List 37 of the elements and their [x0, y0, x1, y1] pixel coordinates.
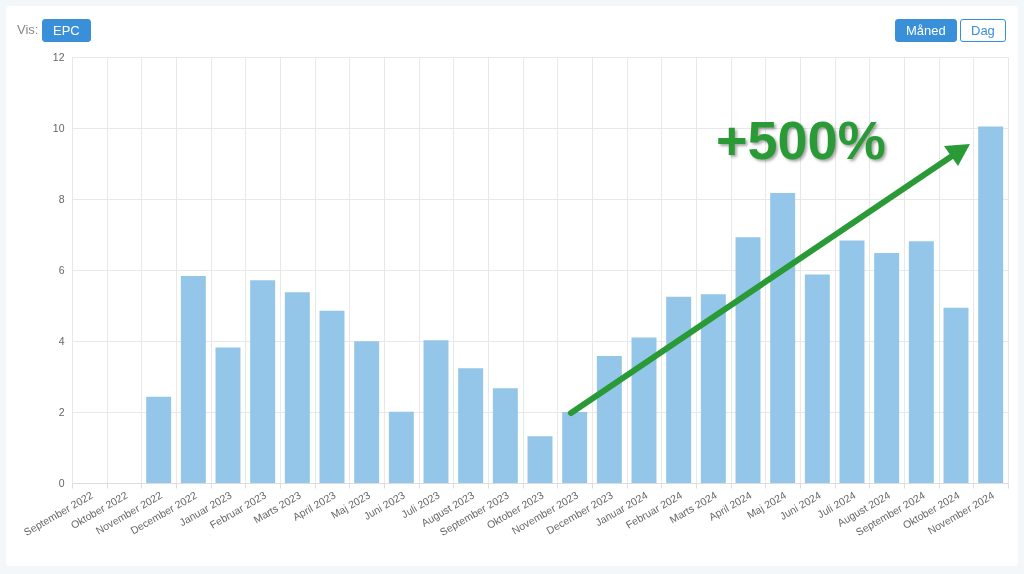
bar [839, 240, 865, 483]
bar [874, 252, 900, 483]
bar [388, 411, 414, 483]
text: Dag [960, 19, 1006, 42]
bar [250, 280, 276, 483]
y-tick-label: 8 [58, 192, 65, 205]
bar [804, 274, 830, 483]
y-tick-label: 0 [58, 476, 65, 489]
bar [770, 192, 796, 483]
bar [562, 412, 588, 483]
bar [908, 241, 934, 483]
text: EPC [42, 19, 91, 42]
bar [146, 396, 172, 483]
bar [666, 296, 692, 483]
bar [943, 307, 969, 483]
bar [354, 341, 380, 483]
bar [180, 276, 206, 483]
bar [492, 388, 518, 483]
bar [319, 310, 345, 483]
text: Vis: [17, 22, 39, 37]
bar [284, 292, 310, 483]
y-tick-label: 4 [58, 334, 65, 347]
y-tick-label: 2 [58, 405, 65, 418]
bar [978, 126, 1004, 483]
y-tick-label: 10 [52, 121, 65, 134]
y-tick-label: 6 [58, 263, 65, 276]
annotation: +500% [716, 109, 886, 172]
bar [735, 237, 761, 483]
text: Måned [895, 19, 957, 42]
bar [700, 294, 726, 483]
bar [596, 355, 622, 483]
bar [631, 337, 657, 483]
y-tick-label: 12 [52, 50, 65, 63]
bar [423, 340, 449, 483]
bar [215, 347, 241, 483]
bar [458, 368, 484, 483]
bar [527, 436, 553, 483]
